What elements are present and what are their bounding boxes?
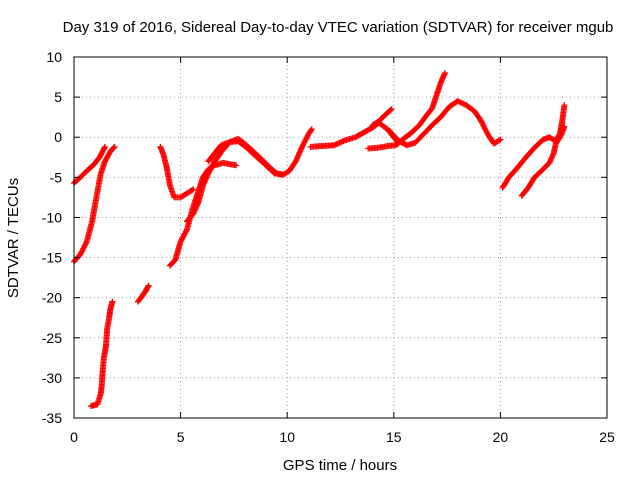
data-point-marker (101, 145, 108, 152)
y-tick-label: -25 (42, 330, 62, 346)
x-axis-label: GPS time / hours (283, 457, 397, 474)
data-series (205, 138, 284, 178)
data-series (71, 143, 118, 265)
y-tick-label: -10 (42, 209, 62, 225)
data-series (134, 282, 152, 305)
x-tick-label: 20 (493, 429, 509, 445)
data-point-marker (183, 227, 190, 234)
y-tick-label: -30 (42, 370, 62, 386)
data-series (157, 143, 197, 201)
data-point-marker (233, 162, 240, 169)
data-point-marker (190, 186, 197, 193)
y-axis-label: SDTVAR / TECUs (5, 178, 22, 298)
y-tick-label: 5 (54, 89, 62, 105)
data-series (499, 102, 568, 191)
plot-frame (73, 56, 608, 419)
data-point-marker (561, 123, 568, 130)
data-point-marker (101, 143, 108, 150)
data-point-marker (307, 127, 314, 134)
data-point-marker (441, 70, 448, 77)
y-tick-label: -5 (50, 169, 63, 185)
chart-title: Day 319 of 2016, Sidereal Day-to-day VTE… (63, 19, 614, 36)
x-tick-label: 10 (279, 429, 295, 445)
y-tick-label: -20 (42, 290, 62, 306)
data-point-marker (388, 106, 395, 113)
x-tick-label: 15 (386, 429, 402, 445)
y-tick-label: -35 (42, 410, 62, 426)
data-point-marker (496, 137, 503, 144)
data-point-marker (561, 102, 568, 109)
data-points (71, 70, 568, 409)
data-series (365, 70, 448, 152)
y-tick-label: 10 (46, 49, 62, 65)
data-point-marker (308, 126, 315, 133)
data-point-marker (111, 143, 118, 150)
y-tick-label: -15 (42, 250, 62, 266)
data-point-marker (277, 171, 284, 178)
y-tick-label: 0 (54, 129, 62, 145)
data-point-marker (110, 144, 117, 151)
gridlines (74, 57, 607, 418)
data-series (518, 123, 568, 199)
x-tick-label: 25 (599, 429, 615, 445)
data-series (166, 159, 240, 269)
data-point-marker (109, 298, 116, 305)
data-point-marker (189, 187, 196, 194)
axis-ticks: 0 5 10 15 20 25 -35 -30 -25 -20 -15 -10 -5 0 5 10 (42, 49, 615, 445)
data-point-marker (497, 136, 504, 143)
data-series (386, 98, 504, 149)
data-point-marker (145, 282, 152, 289)
data-point-marker (387, 107, 394, 114)
data-series (88, 298, 116, 409)
x-tick-label: 0 (70, 429, 78, 445)
x-tick-label: 5 (177, 429, 185, 445)
data-series (369, 106, 395, 129)
